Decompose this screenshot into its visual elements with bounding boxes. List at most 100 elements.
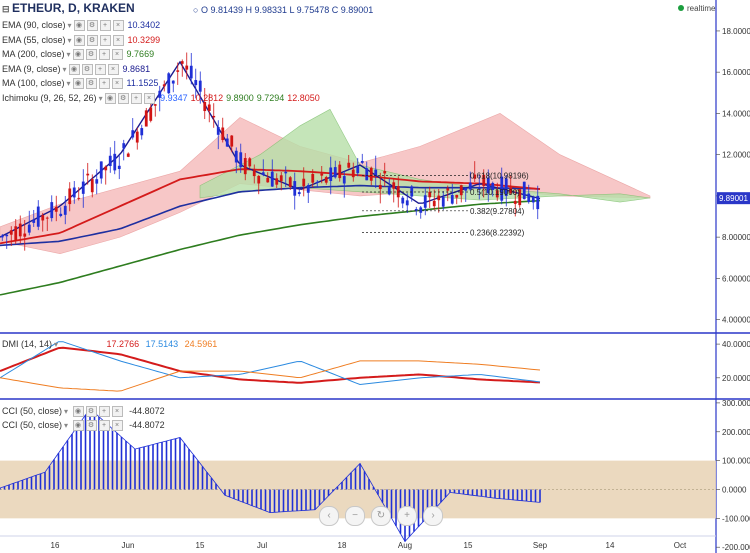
- candle-body: [279, 175, 283, 182]
- candle-body: [477, 187, 481, 190]
- remove-icon[interactable]: ×: [111, 420, 123, 432]
- remove-icon[interactable]: ×: [112, 34, 124, 46]
- add-icon[interactable]: +: [99, 34, 111, 46]
- cci-tick-label: -100.000: [722, 514, 750, 523]
- dmi-line-2: [0, 360, 541, 392]
- add-icon[interactable]: +: [94, 63, 106, 75]
- settings-icon[interactable]: ⚙: [81, 63, 93, 75]
- remove-icon[interactable]: ×: [111, 49, 123, 61]
- settings-icon[interactable]: ⚙: [85, 420, 97, 432]
- time-tick-label: 18: [338, 541, 347, 550]
- chevron-down-icon[interactable]: ▾: [67, 35, 72, 45]
- indicator-label: EMA (55, close): [2, 34, 66, 45]
- last-price-badge: [717, 192, 750, 205]
- price-tick-label: 14.00000: [722, 109, 750, 118]
- add-icon[interactable]: +: [98, 406, 110, 418]
- eye-icon[interactable]: ◉: [73, 20, 85, 32]
- candle-body: [473, 174, 477, 179]
- candle-body: [243, 158, 247, 175]
- indicator-label: MA (200, close): [2, 49, 65, 59]
- candle-body: [275, 178, 279, 185]
- chart-navigation: ‹ − ↻ + ›: [319, 505, 449, 526]
- candle-body: [513, 200, 517, 204]
- add-icon[interactable]: +: [130, 92, 142, 104]
- eye-icon[interactable]: ◉: [72, 49, 84, 61]
- price-tick-label: 4.00000: [722, 316, 750, 325]
- indicator-legend-2[interactable]: MA (200, close) ▾ ◉ ⚙ + × 9.7669: [2, 48, 154, 61]
- scroll-left-icon[interactable]: ‹: [319, 506, 339, 526]
- indicator-legend-0[interactable]: EMA (90, close) ▾ ◉ ⚙ + × 10.3402: [2, 19, 160, 32]
- candle-body: [450, 194, 454, 204]
- add-icon[interactable]: +: [98, 420, 110, 432]
- ichimoku-value: 9.8900: [226, 92, 254, 103]
- candle-body: [419, 207, 423, 213]
- settings-icon[interactable]: ⚙: [117, 92, 129, 104]
- candle-body: [108, 155, 112, 167]
- chevron-down-icon[interactable]: ▾: [62, 64, 67, 74]
- cci-legend-2[interactable]: CCI (50, close) ▾ ◉ ⚙ + × -44.8072: [2, 420, 165, 432]
- chevron-down-icon[interactable]: ▾: [67, 21, 72, 30]
- collapse-icon[interactable]: ⊟: [2, 4, 13, 14]
- remove-icon[interactable]: ×: [112, 20, 124, 32]
- time-tick-label: 15: [464, 541, 473, 550]
- candle-body: [0, 235, 4, 238]
- time-tick-label: Jun: [122, 541, 135, 550]
- cci-legend-1[interactable]: CCI (50, close) ▾ ◉ ⚙ + × -44.8072: [2, 406, 165, 418]
- ichimoku-value: 12.8050: [287, 92, 320, 103]
- eye-icon[interactable]: ◉: [68, 63, 80, 75]
- dmi-value-plus: 17.5143: [145, 339, 179, 349]
- settings-icon[interactable]: ⚙: [85, 406, 97, 418]
- candle-body: [81, 181, 85, 194]
- chevron-down-icon[interactable]: ▾: [66, 79, 71, 88]
- candle-body: [383, 171, 387, 174]
- add-icon[interactable]: +: [99, 20, 111, 32]
- candle-body: [216, 126, 220, 135]
- ichimoku-legend[interactable]: Ichimoku (9, 26, 52, 26) ▾ ◉ ⚙ + × 9.9347 10.2…: [2, 92, 320, 105]
- candle-body: [401, 197, 405, 204]
- indicator-label: EMA (90, close): [2, 20, 66, 30]
- indicator-legend-4[interactable]: MA (100, close) ▾ ◉ ⚙ + × 11.1525: [2, 77, 158, 90]
- remove-icon[interactable]: ×: [111, 406, 123, 418]
- scroll-right-icon[interactable]: ›: [423, 506, 443, 526]
- eye-icon[interactable]: ◉: [72, 420, 84, 432]
- settings-icon[interactable]: ⚙: [85, 78, 97, 90]
- candle-body: [527, 193, 531, 202]
- candle-body: [41, 215, 45, 221]
- candle-body: [293, 181, 297, 196]
- candle-body: [414, 209, 418, 211]
- candle-body: [158, 90, 162, 98]
- eye-icon[interactable]: ◉: [104, 92, 116, 104]
- candle-body: [297, 192, 301, 195]
- price-tick-label: 18.00000: [722, 27, 750, 36]
- settings-icon[interactable]: ⚙: [86, 20, 98, 32]
- candle-body: [387, 187, 391, 195]
- remove-icon[interactable]: ×: [111, 78, 123, 90]
- zoom-out-icon[interactable]: −: [345, 506, 365, 526]
- chevron-down-icon[interactable]: ▾: [98, 93, 103, 103]
- candle-body: [270, 171, 274, 187]
- indicator-legend-3[interactable]: EMA (9, close) ▾ ◉ ⚙ + × 9.8681: [2, 63, 150, 76]
- candle-body: [495, 190, 499, 198]
- settings-icon[interactable]: ⚙: [85, 49, 97, 61]
- candle-body: [198, 80, 202, 92]
- remove-icon[interactable]: ×: [107, 63, 119, 75]
- eye-icon[interactable]: ◉: [72, 78, 84, 90]
- eye-icon[interactable]: ◉: [72, 406, 84, 418]
- indicator-legend-1[interactable]: EMA (55, close) ▾ ◉ ⚙ + × 10.3299: [2, 34, 160, 47]
- candle-body: [86, 173, 90, 176]
- candle-body: [374, 169, 378, 176]
- add-icon[interactable]: +: [98, 49, 110, 61]
- add-icon[interactable]: +: [98, 78, 110, 90]
- settings-icon[interactable]: ⚙: [86, 34, 98, 46]
- reset-icon[interactable]: ↻: [371, 506, 391, 526]
- zoom-in-icon[interactable]: +: [397, 506, 417, 526]
- remove-icon[interactable]: ×: [143, 92, 155, 104]
- dmi-legend[interactable]: DMI (14, 14) ▾ 17.2766 17.5143 24.5961: [2, 339, 218, 349]
- candle-body: [351, 169, 355, 178]
- eye-icon[interactable]: ◉: [73, 34, 85, 46]
- chevron-down-icon[interactable]: ▾: [66, 50, 71, 59]
- candle-body: [464, 187, 468, 191]
- cci-tick-label: 200.000: [722, 428, 750, 437]
- live-dot-icon: [678, 5, 684, 11]
